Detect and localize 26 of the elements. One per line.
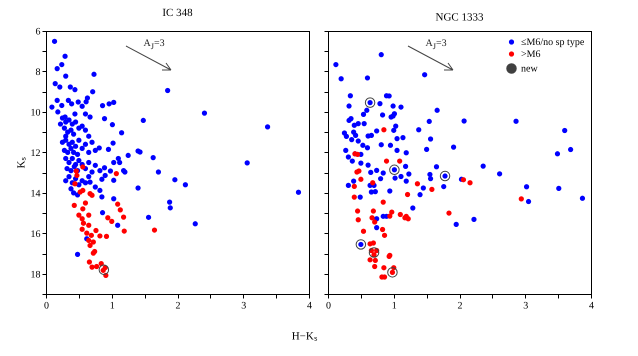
legend-label: new xyxy=(521,64,538,74)
annotation: A$_{J}$=3 xyxy=(426,38,447,50)
x-tick-label: 3 xyxy=(523,300,528,312)
x-tick-label: 2 xyxy=(176,300,180,312)
y-tick-label: 14 xyxy=(30,188,40,200)
x-tick-label: 4 xyxy=(307,300,312,312)
legend-label: ≤M6/no sp type xyxy=(521,37,585,48)
y-tick-label: 12 xyxy=(30,148,40,159)
x-tick-label: 0 xyxy=(44,300,49,312)
x-tick-label: 0 xyxy=(326,300,331,312)
y-axis-title: Kₛ xyxy=(16,156,28,168)
x-tick-label: 2 xyxy=(458,300,462,312)
chart-title: NGC 1333 xyxy=(436,12,484,24)
y-tick-label: 8 xyxy=(36,66,40,78)
y-tick-label: 18 xyxy=(30,269,40,280)
y-tick-label: 10 xyxy=(30,107,40,118)
x-axis-title: H−Kₛ xyxy=(292,330,318,342)
annotation: A$_{J}$=3 xyxy=(144,38,165,50)
y-tick-label: 6 xyxy=(36,26,40,38)
chart-title: IC 348 xyxy=(162,7,194,19)
x-tick-label: 1 xyxy=(110,300,115,312)
x-tick-label: 1 xyxy=(392,300,397,312)
y-tick-label: 16 xyxy=(30,228,40,240)
legend-label: >M6 xyxy=(521,49,541,60)
x-tick-label: 4 xyxy=(589,300,594,312)
x-tick-label: 3 xyxy=(241,300,246,312)
